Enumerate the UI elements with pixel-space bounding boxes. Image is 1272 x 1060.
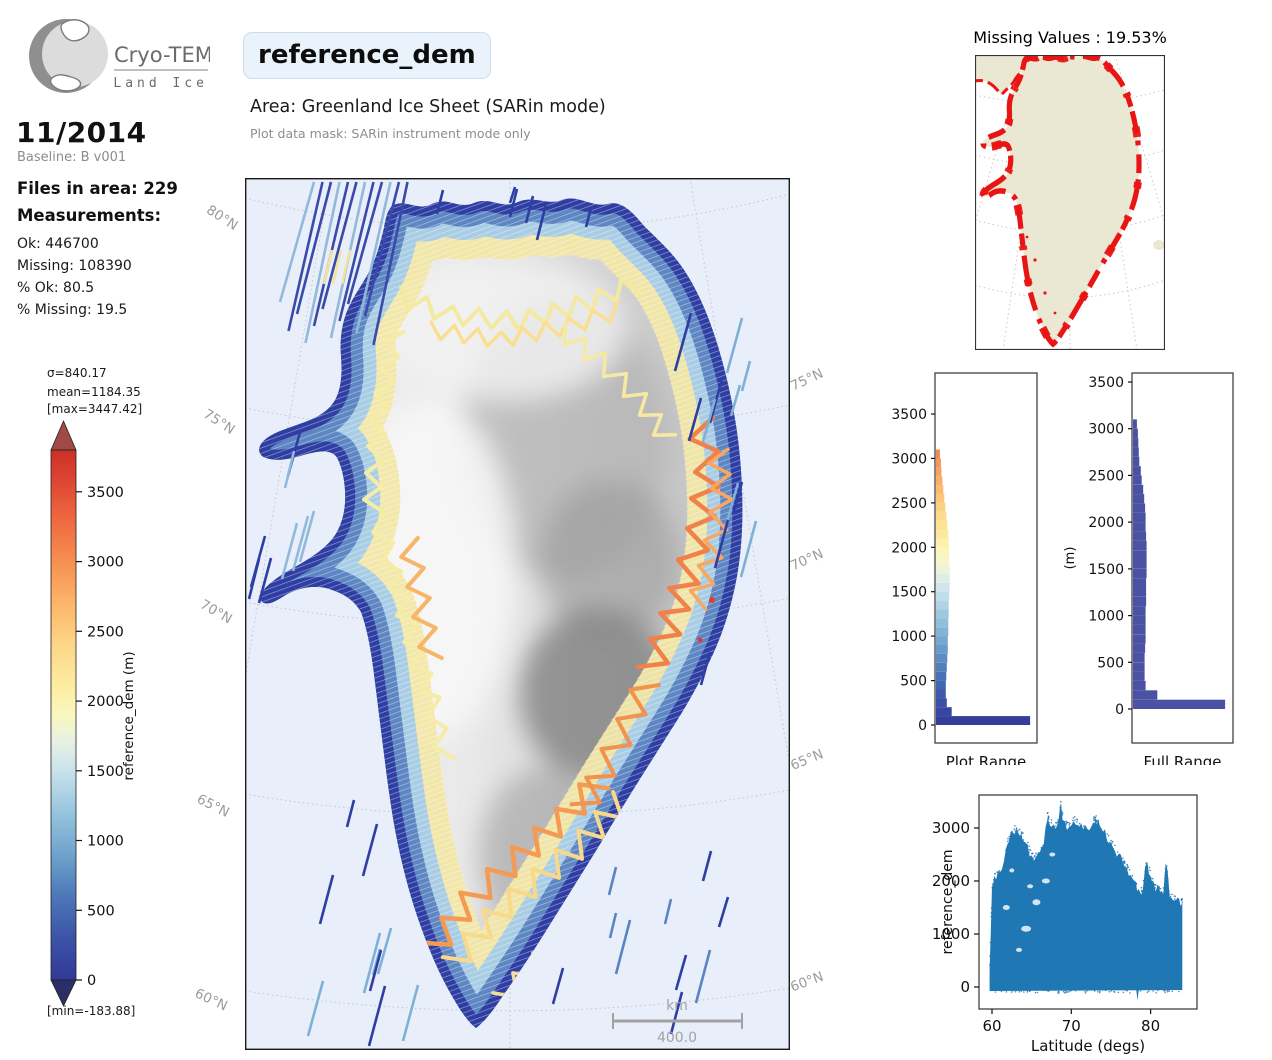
svg-text:1500: 1500 — [1088, 562, 1124, 578]
variable-title: reference_dem — [243, 32, 491, 79]
svg-text:2500: 2500 — [891, 496, 927, 512]
svg-text:1500: 1500 — [87, 764, 124, 780]
svg-text:1000: 1000 — [932, 925, 970, 943]
lat-label-65n-right: 65°N — [788, 746, 826, 774]
scalebar-value: 400.0 — [657, 1030, 697, 1046]
logo-moon-face — [42, 21, 108, 87]
svg-text:500: 500 — [87, 903, 115, 919]
offshore-tracks — [247, 181, 758, 1047]
svg-text:3000: 3000 — [891, 451, 927, 467]
svg-text:3500: 3500 — [1088, 375, 1124, 391]
map-border — [245, 178, 790, 1050]
colorbar-max: [max=3447.42] — [47, 402, 143, 416]
colorbar-mean: mean=1184.35 — [47, 385, 141, 399]
scatter-ylabel: reference_dem — [940, 850, 956, 955]
svg-text:2500: 2500 — [87, 624, 124, 640]
scalebar-unit: km — [666, 998, 688, 1014]
mini-greenland — [982, 56, 1140, 345]
svg-text:0: 0 — [918, 718, 927, 734]
svg-text:80: 80 — [1141, 1017, 1160, 1035]
colorbar-min: [min=-183.88] — [47, 1004, 136, 1018]
lat-label-60n-right: 60°N — [788, 968, 826, 996]
colorbar: 3500 3000 2500 2000 1500 1000 500 0 refe… — [50, 419, 137, 1007]
colorbar-sigma: σ=840.17 — [47, 366, 107, 380]
svg-text:2500: 2500 — [1088, 468, 1124, 484]
colorbar-under-arrow — [50, 979, 77, 1007]
full-range-histogram: 0 500 1000 1500 2000 2500 3000 3500 Full … — [1063, 372, 1234, 765]
svg-text:0: 0 — [1115, 702, 1124, 718]
svg-text:3000: 3000 — [1088, 422, 1124, 438]
hist-title: Full Range — [1144, 753, 1222, 765]
mini-border — [975, 55, 1165, 350]
baseline-label: Baseline: B v001 — [17, 150, 127, 165]
mini-iceland — [1153, 240, 1165, 250]
map-scalebar — [612, 1013, 743, 1029]
svg-text:3500: 3500 — [87, 485, 124, 501]
svg-text:1500: 1500 — [891, 585, 927, 601]
colorbar-axis-label: reference_dem (m) — [121, 651, 137, 780]
svg-text:3000: 3000 — [87, 555, 124, 571]
hist-ylabel: (m) — [1063, 547, 1078, 570]
svg-text:2000: 2000 — [1088, 515, 1124, 531]
svg-text:1000: 1000 — [1088, 609, 1124, 625]
stat-ok: Ok: 446700 — [17, 236, 99, 252]
colorbar-gradient — [50, 449, 77, 981]
svg-text:1000: 1000 — [87, 834, 124, 850]
hist-title: Plot Range — [946, 753, 1027, 765]
svg-text:70: 70 — [1062, 1017, 1081, 1035]
svg-text:1000: 1000 — [891, 629, 927, 645]
missing-values-title: Missing Values : 19.53% — [973, 28, 1167, 47]
lat-label-80n-left: 80°N — [203, 202, 241, 234]
logo-subtitle-text: Land Ice — [113, 76, 208, 91]
logo-antarctica-icon — [49, 74, 82, 92]
stat-missing: Missing: 108390 — [17, 258, 132, 274]
elevation-vs-latitude-scatter: 60 70 80 0 1000 2000 3000 reference_dem … — [932, 794, 1198, 1055]
logo-greenland-icon — [60, 19, 90, 42]
lat-label-75n-right: 75°N — [788, 365, 826, 395]
stat-pct-ok: % Ok: 80.5 — [17, 280, 95, 296]
svg-text:2000: 2000 — [932, 872, 970, 890]
svg-text:0: 0 — [87, 973, 96, 989]
svg-text:2000: 2000 — [891, 540, 927, 556]
svg-text:500: 500 — [900, 674, 927, 690]
svg-text:60: 60 — [982, 1017, 1001, 1035]
greenland-elevation-map: km 400.0 — [245, 178, 790, 1050]
svg-text:3000: 3000 — [932, 819, 970, 837]
measurements-heading: Measurements: — [17, 206, 162, 225]
svg-text:500: 500 — [1097, 655, 1124, 671]
area-subtitle: Area: Greenland Ice Sheet (SARin mode) — [250, 97, 606, 117]
cryo-tempo-logo: Cryo-TEMPO Land Ice — [29, 19, 210, 93]
missing-values-map — [975, 55, 1165, 350]
stat-pct-missing: % Missing: 19.5 — [17, 302, 128, 318]
mask-note: Plot data mask: SARin instrument mode on… — [250, 126, 531, 141]
svg-text:0: 0 — [960, 978, 970, 996]
period-date: 11/2014 — [16, 116, 147, 149]
logo-title-text: Cryo-TEMPO — [114, 43, 210, 67]
files-in-area: Files in area: 229 — [17, 179, 178, 198]
plot-range-histogram: 0 500 1000 1500 2000 2500 3000 3500 Plot … — [891, 372, 1038, 765]
lat-label-70n-right: 70°N — [788, 545, 826, 575]
scatter-xlabel: Latitude (degs) — [1031, 1037, 1145, 1055]
colorbar-over-arrow — [50, 419, 77, 451]
svg-text:3500: 3500 — [891, 407, 927, 423]
svg-text:2000: 2000 — [87, 694, 124, 710]
